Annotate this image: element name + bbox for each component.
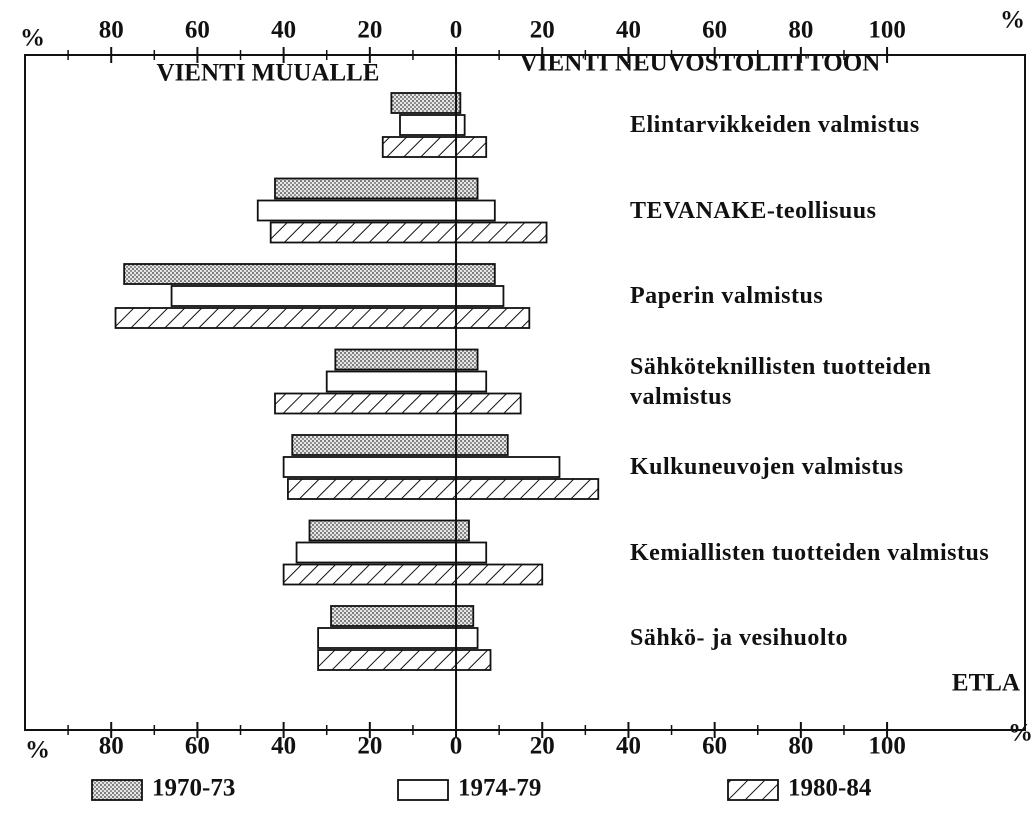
x-tick-label: 40 <box>271 17 296 44</box>
category-label: Sähköteknillisten tuotteiden valmistus <box>630 353 932 410</box>
x-tick-label: 100 <box>868 733 906 760</box>
legend-label: 1980-84 <box>788 775 872 802</box>
bar <box>390 92 462 114</box>
bar <box>282 563 544 586</box>
x-tick-label: 40 <box>616 733 641 760</box>
axis-unit: % <box>25 737 50 764</box>
category-label: TEVANAKE-teollisuus <box>630 197 877 224</box>
x-tick-label: 80 <box>788 17 813 44</box>
bar <box>269 221 548 244</box>
bar <box>256 199 496 222</box>
bar <box>308 519 470 542</box>
x-tick-label: 20 <box>357 17 382 44</box>
source: ETLA <box>952 670 1020 697</box>
legend-swatch <box>727 779 779 801</box>
bar <box>282 456 561 478</box>
bar <box>274 392 522 415</box>
category-label: Paperin valmistus <box>630 283 824 309</box>
x-tick-label: 0 <box>450 17 463 44</box>
category-label: Sähkö- ja vesihuolto <box>630 625 849 651</box>
legend-label: 1974-79 <box>458 775 541 802</box>
x-tick-label: 60 <box>702 17 727 44</box>
bar <box>170 285 505 307</box>
bar <box>317 627 479 649</box>
bar <box>317 649 492 671</box>
bar <box>123 263 496 285</box>
left-label: VIENTI MUUALLE <box>157 60 380 87</box>
x-tick-label: 80 <box>99 733 124 760</box>
x-tick-label: 80 <box>99 17 124 44</box>
x-tick-label: 60 <box>185 17 210 44</box>
bar <box>295 541 488 564</box>
x-tick-label: 60 <box>185 733 210 760</box>
bar <box>274 177 479 200</box>
bar <box>291 434 509 456</box>
axis-unit: % <box>20 25 45 52</box>
axis-unit: % <box>1000 7 1025 34</box>
x-tick-label: 20 <box>530 733 555 760</box>
x-tick-label: 20 <box>530 17 555 44</box>
axis-unit: % <box>1008 720 1033 747</box>
bar <box>381 136 488 158</box>
category-label: Elintarvikkeiden valmistus <box>630 112 920 138</box>
right-label: VIENTI NEUVOSTOLIITTOON <box>520 50 881 77</box>
legend-label: 1970-73 <box>152 775 235 802</box>
bar <box>325 370 488 393</box>
legend-swatch <box>91 779 143 801</box>
bar <box>399 114 466 136</box>
x-tick-label: 40 <box>271 733 296 760</box>
x-tick-label: 0 <box>450 733 463 760</box>
x-tick-label: 20 <box>357 733 382 760</box>
x-tick-label: 80 <box>788 733 813 760</box>
bar <box>114 307 531 329</box>
bar <box>334 348 479 371</box>
bar <box>287 478 600 500</box>
category-label: Kulkuneuvojen valmistus <box>630 454 904 480</box>
x-tick-label: 100 <box>868 17 906 44</box>
category-label: Kemiallisten tuotteiden valmistus <box>630 539 990 566</box>
x-tick-label: 40 <box>616 17 641 44</box>
legend-swatch <box>397 779 449 801</box>
plot-frame <box>24 54 1026 731</box>
x-tick-label: 60 <box>702 733 727 760</box>
bar <box>330 605 475 627</box>
